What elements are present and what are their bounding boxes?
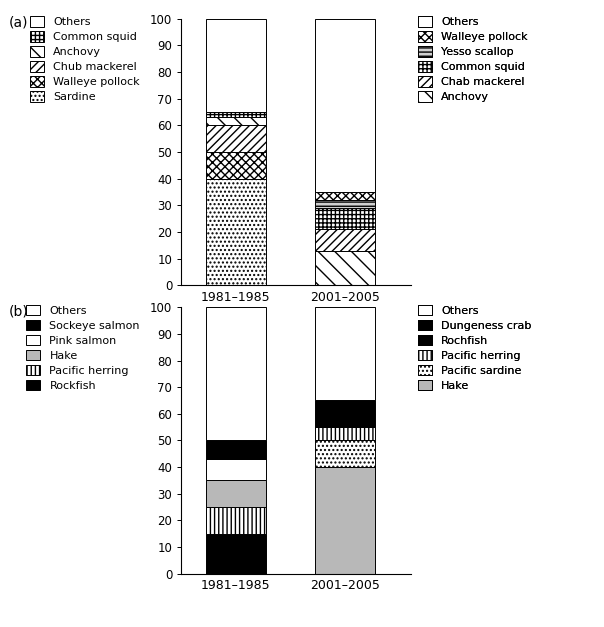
- Bar: [206, 441, 266, 459]
- Bar: [315, 229, 375, 251]
- Bar: [315, 200, 375, 208]
- Bar: [315, 19, 375, 192]
- Bar: [206, 112, 266, 117]
- Bar: [315, 401, 375, 414]
- Bar: [206, 534, 266, 574]
- Bar: [315, 192, 375, 200]
- Bar: [315, 208, 375, 229]
- Bar: [315, 251, 375, 285]
- Bar: [206, 125, 266, 152]
- Bar: [315, 467, 375, 574]
- Text: (b): (b): [9, 304, 29, 318]
- Legend: Others, Dungeness crab, Rochfish, Pacific herring, Pacific sardine, Hake: Others, Dungeness crab, Rochfish, Pacifi…: [417, 305, 532, 391]
- Bar: [206, 179, 266, 285]
- Bar: [206, 480, 266, 507]
- Bar: [315, 440, 375, 467]
- Text: (a): (a): [9, 16, 28, 29]
- Bar: [315, 307, 375, 401]
- Bar: [315, 414, 375, 427]
- Bar: [206, 307, 266, 441]
- Legend: Others, Walleye pollock, Yesso scallop, Common squid, Chab mackerel, Anchovy: Others, Walleye pollock, Yesso scallop, …: [417, 16, 527, 102]
- Bar: [206, 459, 266, 480]
- Bar: [206, 117, 266, 125]
- Bar: [206, 507, 266, 534]
- Bar: [206, 19, 266, 112]
- Bar: [206, 152, 266, 179]
- Bar: [315, 427, 375, 441]
